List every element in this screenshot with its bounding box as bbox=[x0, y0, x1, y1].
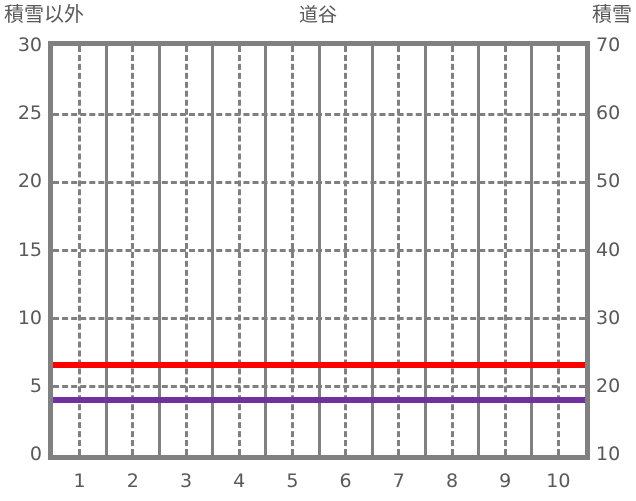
gridline-vertical-minor bbox=[78, 46, 82, 455]
gridline-vertical-major bbox=[423, 46, 427, 455]
left-axis-tick-label: 15 bbox=[17, 238, 42, 261]
x-axis-tick-label: 8 bbox=[445, 470, 459, 492]
gridline-vertical-major bbox=[104, 46, 108, 455]
series-purple-line bbox=[53, 397, 585, 404]
x-axis-tick-label: 5 bbox=[286, 470, 299, 492]
gridline-vertical-major bbox=[370, 46, 374, 455]
gridline-vertical-minor bbox=[237, 46, 241, 455]
plot-area bbox=[48, 41, 590, 460]
gridline-vertical-minor bbox=[450, 46, 454, 455]
gridline-vertical-major bbox=[477, 46, 481, 455]
x-axis-tick-label: 4 bbox=[233, 470, 246, 492]
gridline-vertical-minor bbox=[131, 46, 135, 455]
x-axis-tick-label: 1 bbox=[73, 470, 86, 492]
right-axis-tick-label: 60 bbox=[596, 102, 621, 125]
x-axis-tick-label: 2 bbox=[126, 470, 139, 492]
left-axis-tick-label: 10 bbox=[17, 306, 42, 329]
left-axis-tick-label: 0 bbox=[29, 443, 42, 465]
x-axis-tick-label: 6 bbox=[339, 470, 352, 492]
right-axis-tick-label: 50 bbox=[596, 170, 621, 193]
left-axis-tick-label: 5 bbox=[29, 374, 42, 397]
right-axis-tick-labels: 10 20 30 40 50 60 70 bbox=[596, 0, 636, 501]
right-axis-tick-label: 40 bbox=[596, 238, 621, 261]
series-red-line bbox=[53, 362, 585, 369]
x-axis-tick-label: 9 bbox=[499, 470, 512, 492]
gridline-vertical-major bbox=[317, 46, 321, 455]
gridline-vertical-major bbox=[264, 46, 268, 455]
left-axis-tick-label: 30 bbox=[17, 34, 42, 56]
left-axis-tick-label: 20 bbox=[17, 170, 42, 193]
gridline-vertical-major bbox=[157, 46, 161, 455]
right-axis-tick-label: 10 bbox=[596, 443, 621, 465]
gridline-vertical-minor bbox=[397, 46, 401, 455]
gridline-vertical-minor bbox=[344, 46, 348, 455]
gridline-vertical-minor bbox=[184, 46, 188, 455]
gridline-vertical-major bbox=[530, 46, 534, 455]
left-axis-tick-label: 25 bbox=[17, 102, 42, 125]
gridline-vertical-minor bbox=[290, 46, 294, 455]
left-axis-tick-labels: 0 5 10 15 20 25 30 bbox=[0, 0, 42, 501]
right-axis-tick-label: 30 bbox=[596, 306, 621, 329]
x-axis-tick-label: 10 bbox=[546, 470, 571, 492]
gridline-vertical-minor bbox=[556, 46, 560, 455]
plot-inner bbox=[53, 46, 585, 455]
chart-title: 道谷 bbox=[298, 4, 337, 26]
gridline-vertical-major bbox=[211, 46, 215, 455]
right-axis-tick-label: 70 bbox=[596, 34, 621, 56]
right-axis-title: 積雪 bbox=[592, 2, 632, 26]
right-axis-tick-label: 20 bbox=[596, 374, 621, 397]
gridline-vertical-minor bbox=[503, 46, 507, 455]
left-axis-title: 積雪以外 bbox=[4, 2, 84, 26]
x-axis-tick-label: 7 bbox=[392, 470, 405, 492]
x-axis-tick-label: 3 bbox=[179, 470, 193, 492]
